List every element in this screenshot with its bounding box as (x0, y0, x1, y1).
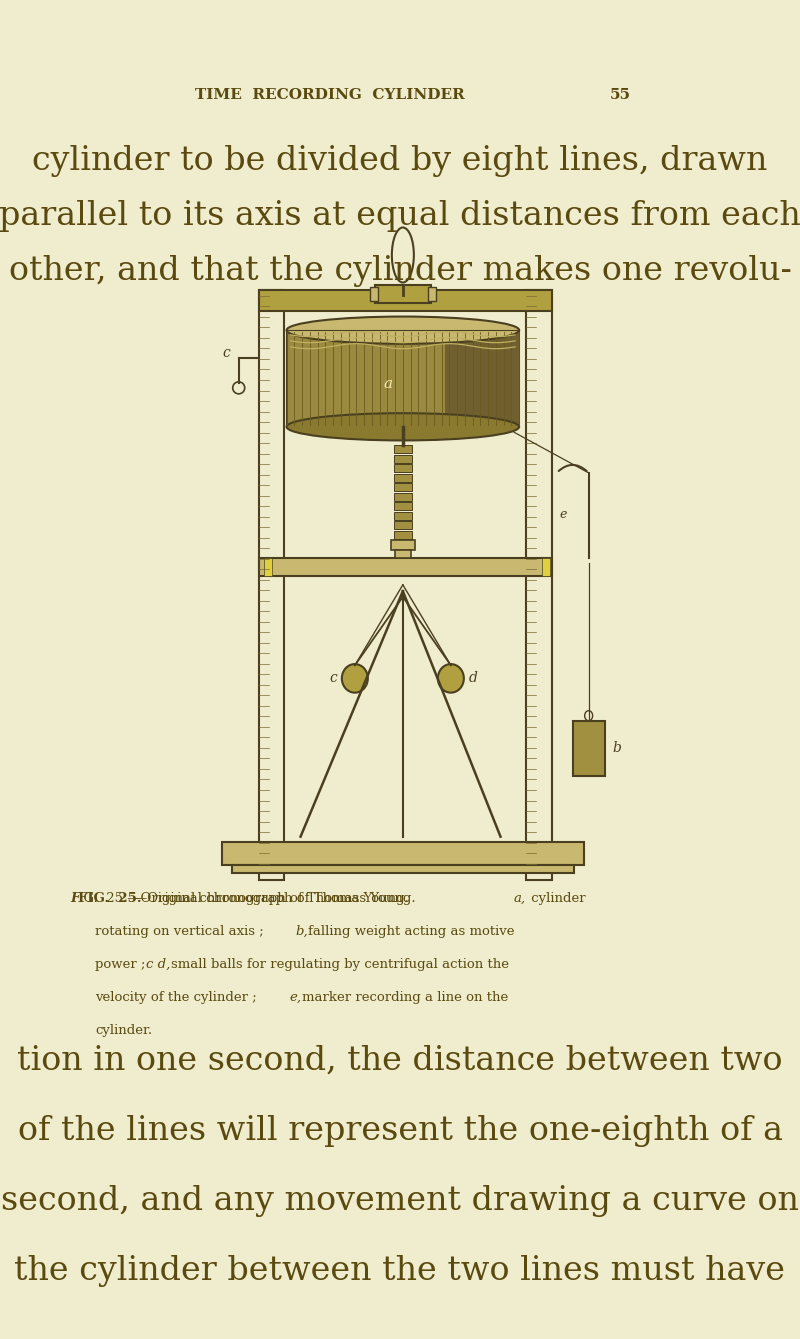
Bar (394, 511, 412, 520)
Bar (526, 291, 552, 880)
Bar (370, 287, 378, 301)
Text: c: c (223, 345, 230, 360)
Text: d: d (469, 671, 478, 686)
Text: c: c (329, 671, 337, 686)
Ellipse shape (286, 316, 519, 344)
Bar (375, 285, 430, 303)
Text: of the lines will represent the one-eighth of a: of the lines will represent the one-eigh… (18, 1115, 782, 1148)
Text: cylinder: cylinder (527, 892, 586, 905)
Text: —Original chronograph of Thomas Young.: —Original chronograph of Thomas Young. (134, 892, 416, 905)
Bar (394, 502, 412, 510)
Ellipse shape (342, 664, 368, 692)
Text: FIG.  25.: FIG. 25. (78, 892, 142, 905)
Bar (264, 558, 272, 576)
Text: power ;: power ; (95, 957, 146, 971)
Bar (394, 483, 412, 491)
Text: b: b (613, 742, 622, 755)
Text: velocity of the cylinder ;: velocity of the cylinder ; (95, 991, 257, 1004)
Text: IG.  25.—Original chronograph of Thomas Young.: IG. 25.—Original chronograph of Thomas Y… (78, 892, 409, 905)
Text: a,: a, (514, 892, 526, 905)
Ellipse shape (438, 664, 464, 692)
Bar (394, 474, 412, 482)
Ellipse shape (396, 234, 410, 276)
Text: e,: e, (289, 991, 301, 1004)
Bar (222, 842, 584, 865)
Bar (286, 331, 519, 427)
Ellipse shape (233, 382, 245, 394)
Text: F: F (70, 892, 79, 905)
Ellipse shape (286, 414, 519, 441)
Bar (428, 287, 436, 301)
Text: c d,: c d, (146, 957, 170, 971)
Bar (394, 493, 412, 501)
Bar (391, 541, 415, 550)
Bar (573, 720, 605, 775)
Text: the cylinder between the two lines must have: the cylinder between the two lines must … (14, 1255, 786, 1287)
Text: falling weight acting as motive: falling weight acting as motive (308, 925, 514, 939)
Bar (394, 532, 412, 538)
Bar (445, 331, 519, 427)
Text: e: e (560, 507, 567, 521)
Text: b,: b, (295, 925, 308, 939)
Text: 55: 55 (610, 88, 630, 102)
Text: small balls for regulating by centrifugal action the: small balls for regulating by centrifuga… (171, 957, 509, 971)
Bar (394, 465, 412, 473)
Text: cylinder to be divided by eight lines, drawn: cylinder to be divided by eight lines, d… (32, 145, 768, 177)
Text: parallel to its axis at equal distances from each: parallel to its axis at equal distances … (0, 200, 800, 232)
Bar (394, 521, 412, 529)
Text: second, and any movement drawing a curve on: second, and any movement drawing a curve… (1, 1185, 799, 1217)
Bar (394, 455, 412, 463)
Bar (394, 446, 412, 454)
Bar (258, 291, 552, 311)
Text: tion in one second, the distance between two: tion in one second, the distance between… (18, 1044, 782, 1077)
Text: rotating on vertical axis ;: rotating on vertical axis ; (95, 925, 264, 939)
Bar (258, 291, 284, 880)
Text: marker recording a line on the: marker recording a line on the (302, 991, 508, 1004)
Text: other, and that the cylinder makes one revolu-: other, and that the cylinder makes one r… (9, 254, 791, 287)
Text: a: a (383, 376, 393, 391)
Ellipse shape (392, 228, 414, 283)
Ellipse shape (585, 711, 593, 720)
Bar (231, 865, 574, 873)
Text: TIME  RECORDING  CYLINDER: TIME RECORDING CYLINDER (195, 88, 465, 102)
Bar (542, 558, 550, 576)
Bar (395, 550, 411, 558)
Text: cylinder.: cylinder. (95, 1024, 152, 1036)
Bar (258, 558, 552, 576)
